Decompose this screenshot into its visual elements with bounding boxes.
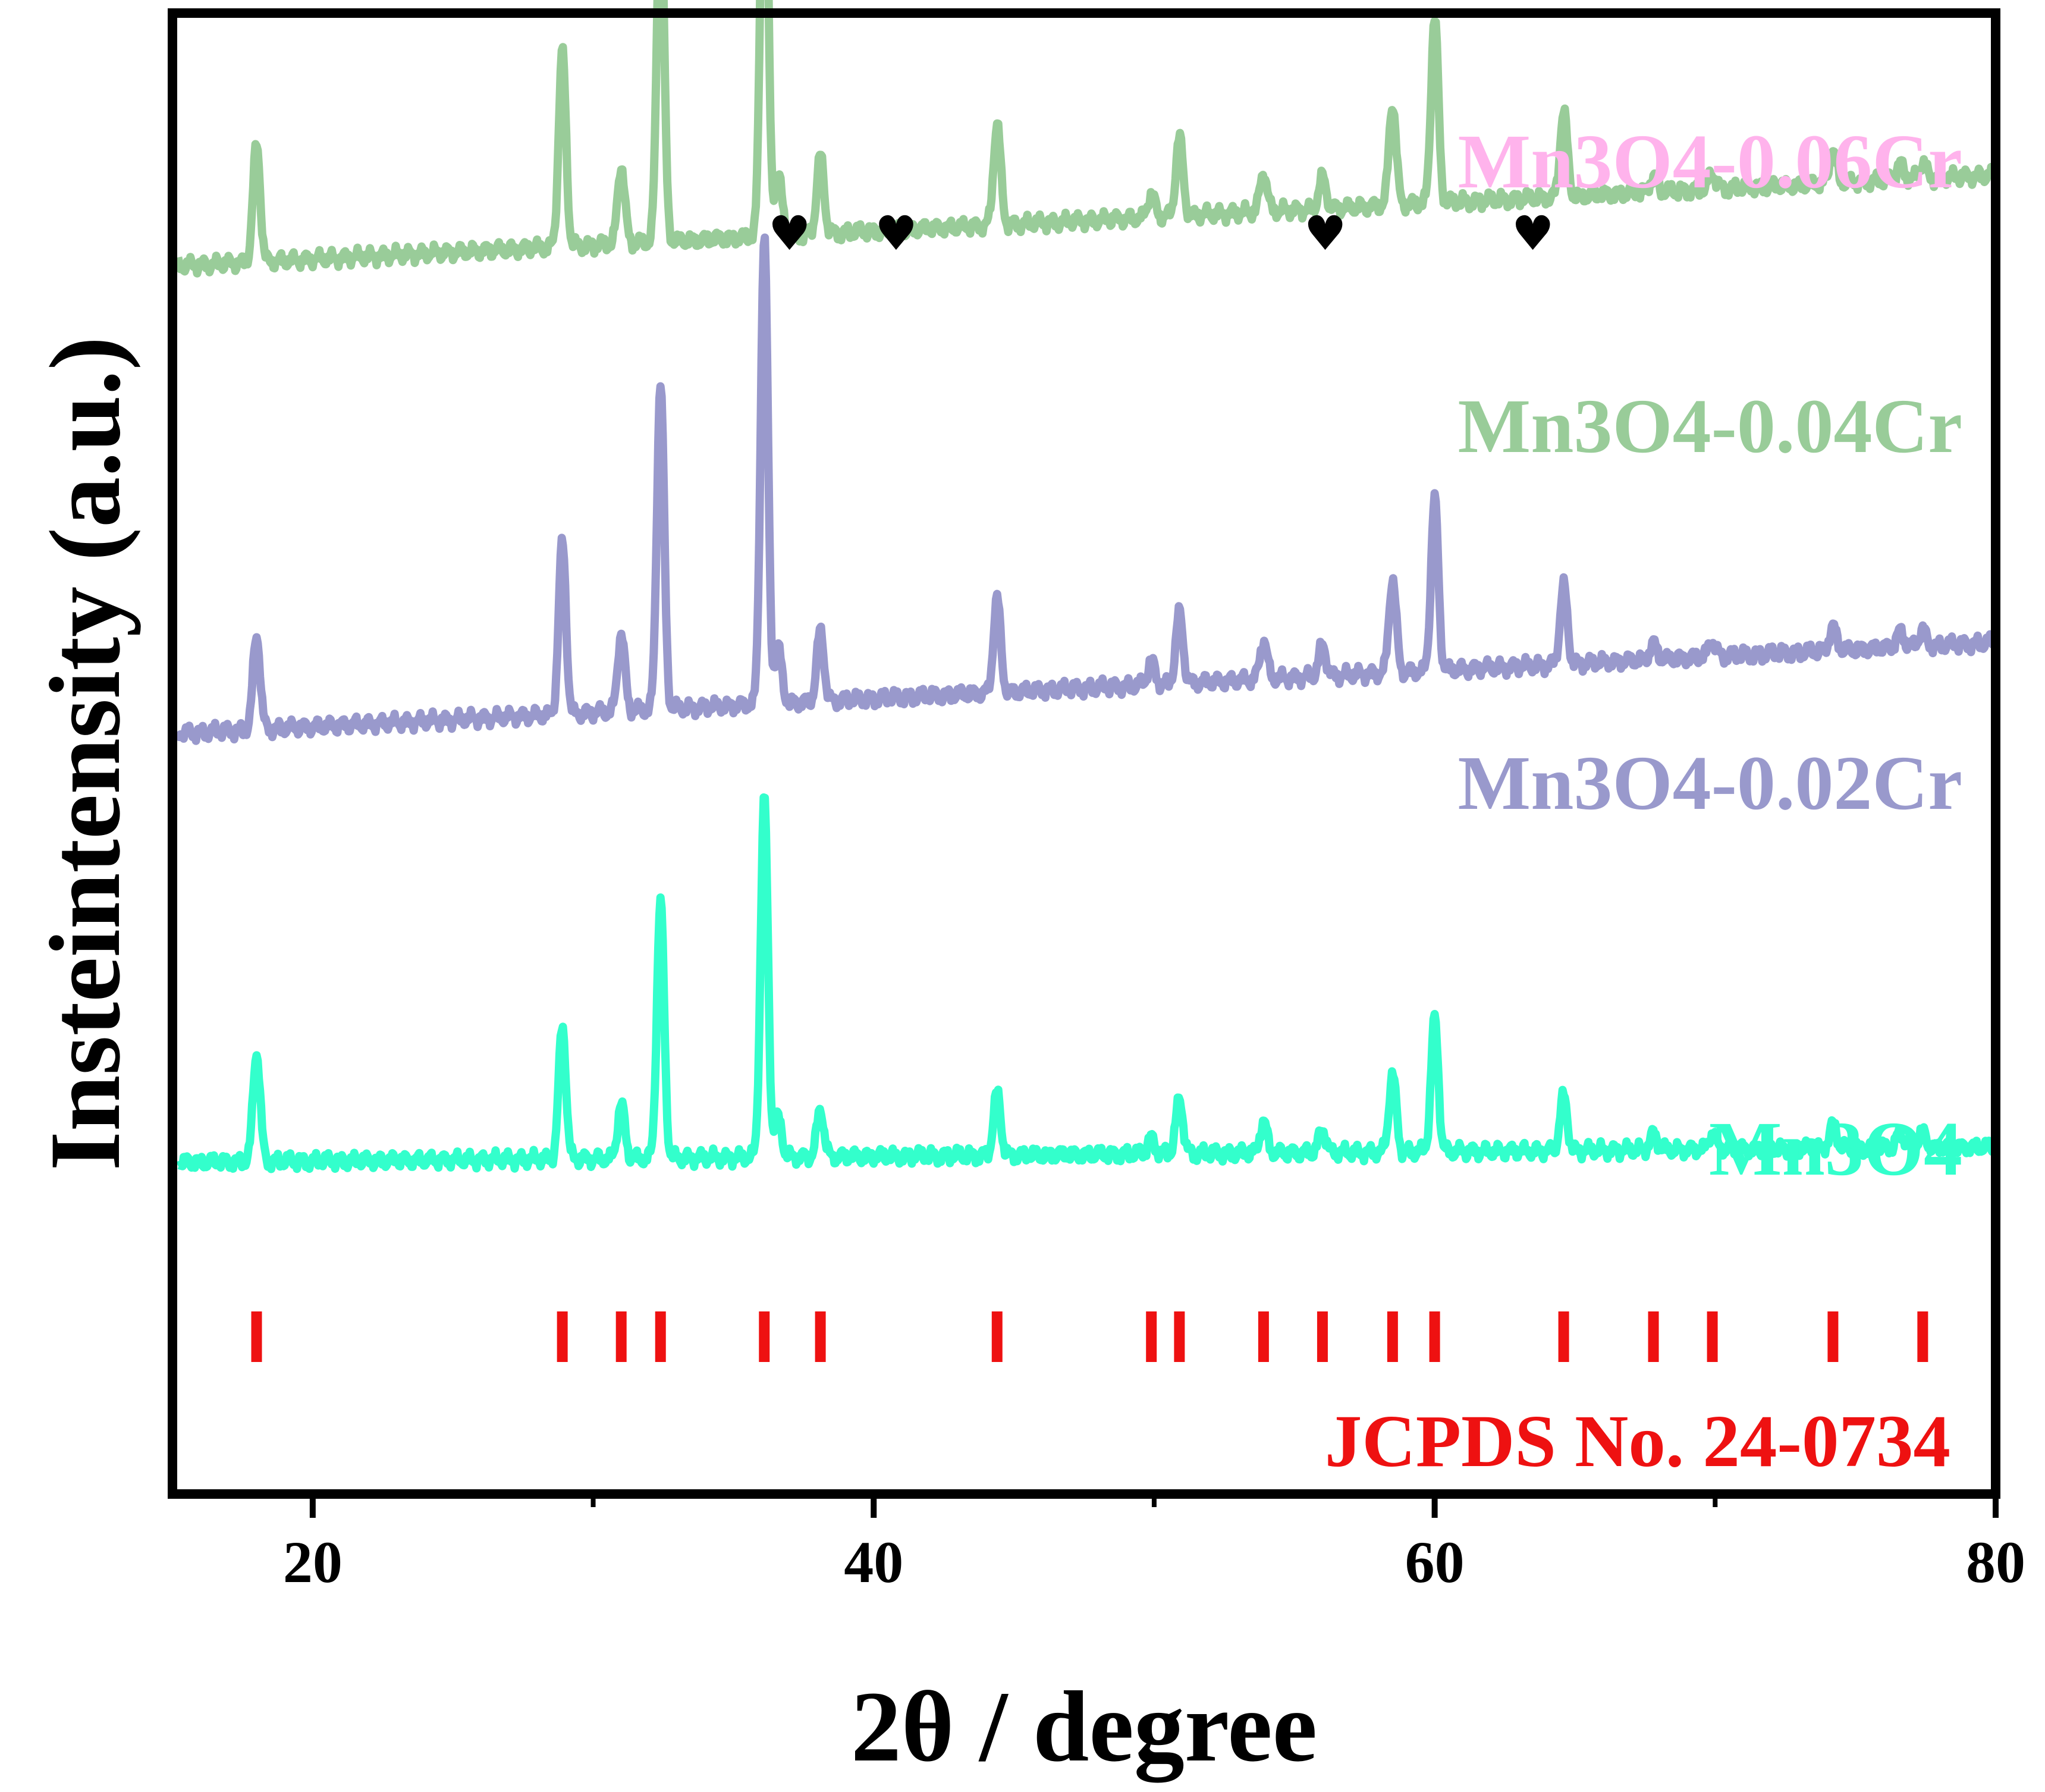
x-axis-title: 2θ / degree <box>851 1671 1317 1782</box>
x-tick-label-3: 80 <box>1966 1529 2025 1595</box>
series-label-3: Mn3O4 <box>1709 1106 1962 1192</box>
series-layer <box>174 0 1998 1173</box>
series-label-1: Mn3O4-0.04Cr <box>1458 384 1963 469</box>
heart-marker-3: ♥ <box>1512 206 1554 261</box>
reference-label: JCPDS No. 24-0734 <box>1325 1401 1950 1483</box>
x-tick-label-0: 20 <box>283 1529 343 1595</box>
x-axis-ticks: 20 40 60 80 <box>283 1494 2025 1595</box>
series-labels: Mn3O4-0.06Cr Mn3O4-0.04Cr Mn3O4-0.02Cr Mn3O… <box>1458 119 1963 1192</box>
x-tick-label-2: 60 <box>1405 1529 1465 1595</box>
x-tick-label-1: 40 <box>844 1529 903 1595</box>
series-line-3 <box>175 793 1997 1173</box>
impurity-markers: ♥ ♥ ♥ ♥ <box>768 206 1554 261</box>
heart-marker-1: ♥ <box>875 206 918 261</box>
heart-marker-2: ♥ <box>1304 206 1347 261</box>
series-label-0: Mn3O4-0.06Cr <box>1458 119 1963 205</box>
y-axis-title: Insteintensity (a.u.) <box>29 337 141 1171</box>
series-line-2 <box>174 233 1997 745</box>
series-line-1 <box>174 0 1998 278</box>
plot-frame <box>168 8 2000 1499</box>
heart-marker-0: ♥ <box>768 206 811 261</box>
reference-ticks: JCPDS No. 24-0734 <box>251 1311 1950 1483</box>
series-label-2: Mn3O4-0.02Cr <box>1458 740 1963 826</box>
